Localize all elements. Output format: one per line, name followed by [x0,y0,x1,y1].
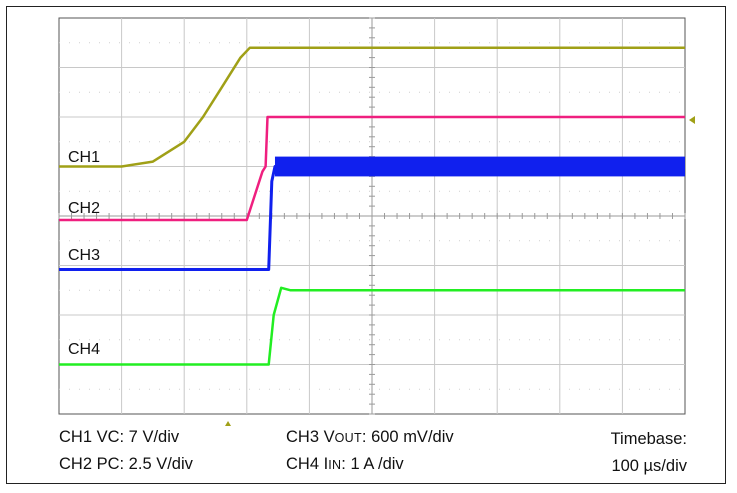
trigger-level-marker [689,116,695,124]
ch3-label: CH3 [68,247,101,264]
timebase-label: Timebase: [610,430,687,448]
timebase-value: 100 µs/div [611,457,687,475]
scope-frame: CH1 CH2 CH3 CH4 CH1 VC: 7 V/div CH2 PC: … [6,6,726,484]
ch3-scale-text: CH3 VOUT: 600 mV/div [286,428,454,446]
trace-ch2 [59,115,685,222]
ch1-scale-text: CH1 VC: 7 V/div [59,428,180,446]
oscilloscope-chart [58,17,695,426]
ch2-scale-text: CH2 PC: 2.5 V/div [59,455,193,473]
ch4-scale-text: CH4 IIN: 1 A /div [286,455,404,473]
trace-ch3-noise-band [274,156,685,177]
ch1-label: CH1 [68,149,101,166]
trigger-position-marker [225,421,232,426]
trace-ch4 [59,286,685,366]
trace-ch1 [59,46,685,168]
ch4-label: CH4 [68,341,101,358]
ch2-label: CH2 [68,200,101,217]
